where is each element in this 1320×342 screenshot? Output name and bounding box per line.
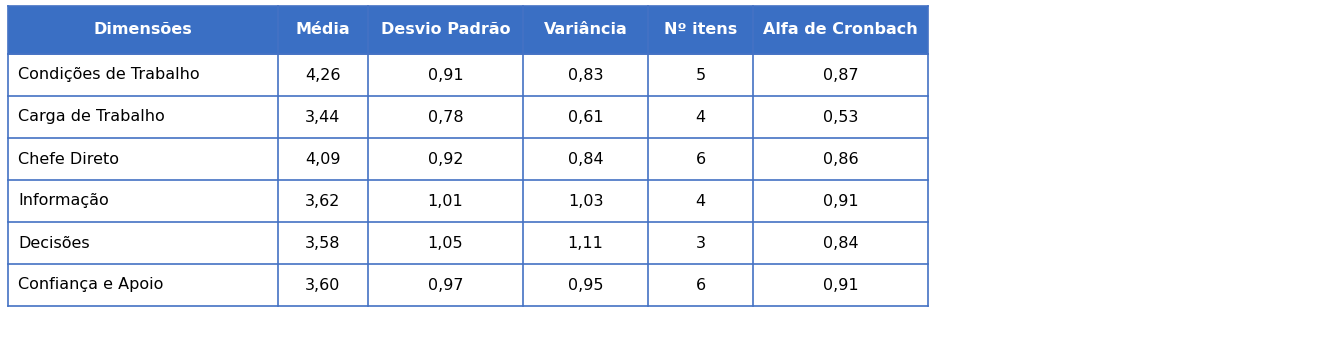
Text: 1,11: 1,11 <box>568 236 603 250</box>
Text: 0,83: 0,83 <box>568 67 603 82</box>
Text: 0,91: 0,91 <box>822 194 858 209</box>
Text: 4,26: 4,26 <box>305 67 341 82</box>
Text: 1,01: 1,01 <box>428 194 463 209</box>
Text: 0,95: 0,95 <box>568 277 603 292</box>
Text: 6: 6 <box>696 152 706 167</box>
Text: Variância: Variância <box>544 23 627 38</box>
Text: 0,92: 0,92 <box>428 152 463 167</box>
Text: 5: 5 <box>696 67 706 82</box>
Text: 0,91: 0,91 <box>822 277 858 292</box>
Text: 3,60: 3,60 <box>305 277 341 292</box>
Text: 4: 4 <box>696 194 706 209</box>
Text: 4: 4 <box>696 109 706 124</box>
Text: Chefe Direto: Chefe Direto <box>18 152 119 167</box>
Text: 0,61: 0,61 <box>568 109 603 124</box>
Text: 3,58: 3,58 <box>305 236 341 250</box>
Text: 3,62: 3,62 <box>305 194 341 209</box>
Text: 1,05: 1,05 <box>428 236 463 250</box>
Text: 0,86: 0,86 <box>822 152 858 167</box>
Text: Desvio Padrão: Desvio Padrão <box>380 23 511 38</box>
Text: 3: 3 <box>696 236 705 250</box>
Text: Informação: Informação <box>18 194 108 209</box>
Text: Média: Média <box>296 23 350 38</box>
Bar <box>8 6 928 54</box>
Text: 0,91: 0,91 <box>428 67 463 82</box>
Text: 0,78: 0,78 <box>428 109 463 124</box>
Text: 0,84: 0,84 <box>568 152 603 167</box>
Text: Nº itens: Nº itens <box>664 23 737 38</box>
Text: 0,53: 0,53 <box>822 109 858 124</box>
Text: 4,09: 4,09 <box>305 152 341 167</box>
Text: 0,84: 0,84 <box>822 236 858 250</box>
Text: 3,44: 3,44 <box>305 109 341 124</box>
Text: Carga de Trabalho: Carga de Trabalho <box>18 109 165 124</box>
Text: 0,87: 0,87 <box>822 67 858 82</box>
Text: Decisões: Decisões <box>18 236 90 250</box>
Text: 1,03: 1,03 <box>568 194 603 209</box>
Text: Dimensões: Dimensões <box>94 23 193 38</box>
Text: Condições de Trabalho: Condições de Trabalho <box>18 67 199 82</box>
Text: 6: 6 <box>696 277 706 292</box>
Text: Alfa de Cronbach: Alfa de Cronbach <box>763 23 917 38</box>
Text: Confiança e Apoio: Confiança e Apoio <box>18 277 164 292</box>
Text: 0,97: 0,97 <box>428 277 463 292</box>
